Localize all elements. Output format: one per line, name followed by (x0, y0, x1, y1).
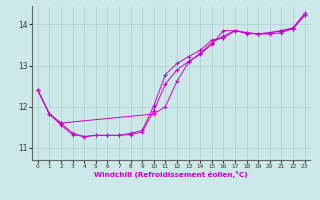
X-axis label: Windchill (Refroidissement éolien,°C): Windchill (Refroidissement éolien,°C) (94, 171, 248, 178)
